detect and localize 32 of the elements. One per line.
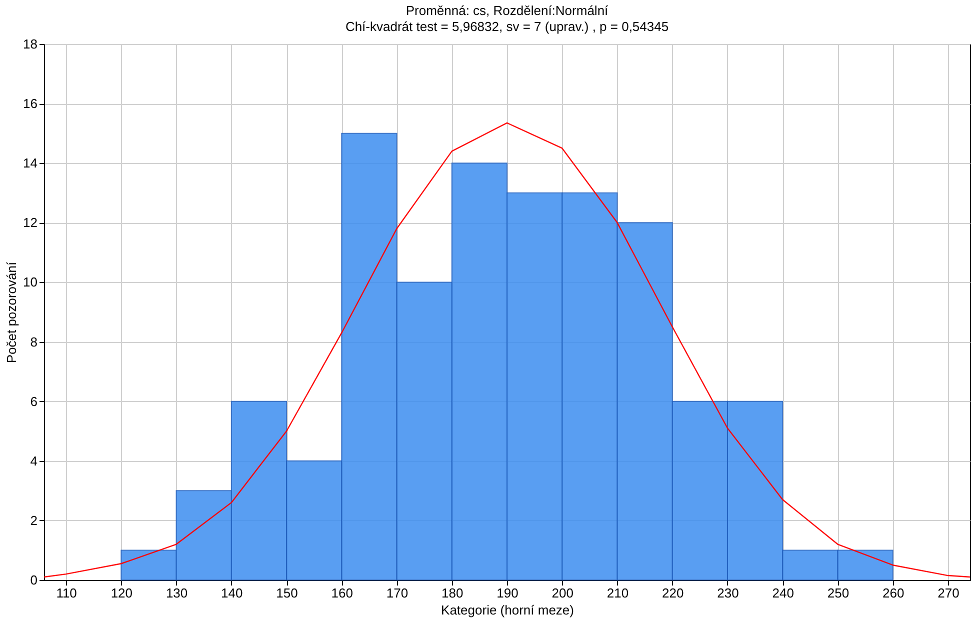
- x-tick-label: 160: [331, 586, 353, 600]
- y-tick-label: 8: [30, 334, 38, 350]
- y-tick-label: 14: [23, 156, 38, 171]
- chart-subtitle: Chí-kvadrát test = 5,96832, sv = 7 (uprav.) , p = 0,54345: [345, 19, 669, 34]
- x-tick-label: 200: [552, 586, 574, 600]
- x-tick-label: 240: [772, 586, 794, 600]
- y-tick-label: 18: [23, 36, 38, 52]
- x-tick-label: 260: [882, 586, 904, 600]
- x-tick-label: 250: [827, 586, 850, 600]
- x-tick-label: 170: [386, 586, 408, 600]
- y-axis-title: Počet pozorování: [4, 262, 20, 364]
- x-tick-label: 270: [938, 586, 960, 600]
- line-series: [44, 122, 970, 578]
- y-tick-label: 0: [30, 572, 38, 588]
- y-tick-label: 4: [30, 453, 38, 468]
- x-tick-label: 180: [442, 586, 464, 600]
- y-tick-label: 2: [30, 512, 38, 528]
- chart-title: Proměnná: cs, Rozdělení:Normální: [406, 3, 609, 18]
- x-tick-label: 130: [166, 586, 188, 600]
- x-tick-label: 140: [221, 586, 243, 600]
- x-tick-label: 220: [662, 586, 684, 600]
- x-axis-title: Kategorie (horní meze): [441, 602, 574, 618]
- y-tick-label: 6: [30, 394, 38, 409]
- y-tick-label: 16: [23, 96, 38, 112]
- x-tick-label: 120: [110, 586, 133, 600]
- x-tick-label: 150: [276, 586, 298, 600]
- x-tick-label: 190: [496, 586, 518, 600]
- y-tick-label: 12: [23, 215, 38, 230]
- x-tick-label: 210: [606, 586, 629, 600]
- y-tick-label: 10: [23, 274, 38, 290]
- x-tick-label: 110: [56, 586, 77, 600]
- x-tick-label: 230: [717, 586, 739, 600]
